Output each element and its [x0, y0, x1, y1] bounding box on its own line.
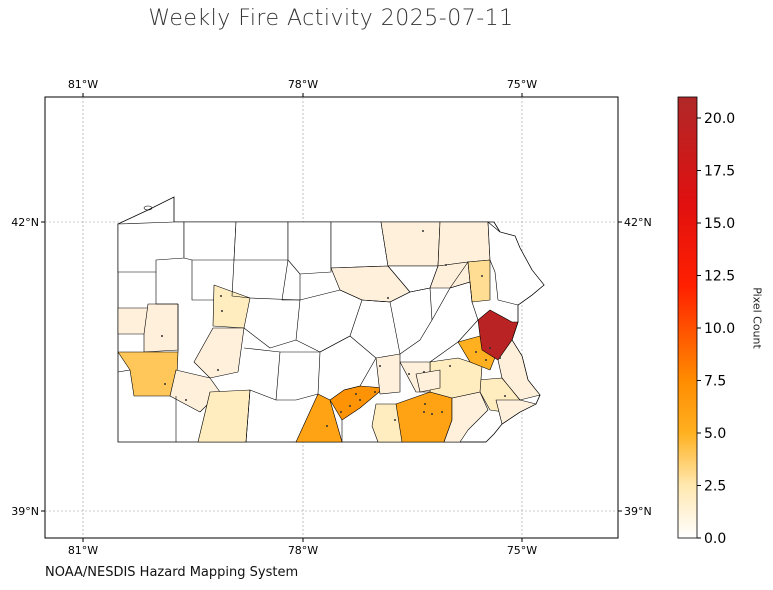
fire-detection-marker — [441, 411, 443, 413]
county-border — [389, 287, 433, 355]
source-credit: NOAA/NESDIS Hazard Mapping System — [45, 565, 299, 580]
colorbar-tick-label: 17.5 — [704, 164, 735, 180]
fire-detection-marker — [485, 359, 487, 361]
lat-tick-label-right: 39°N — [624, 505, 652, 518]
county-bucks — [497, 339, 541, 401]
fire-detection-marker — [355, 393, 357, 395]
county-potter — [287, 221, 332, 275]
lon-tick-label-bottom: 81°W — [68, 544, 98, 557]
lon-tick-label-bottom: 75°W — [507, 544, 537, 557]
map-title: Weekly Fire Activity 2025-07-11 — [148, 6, 514, 31]
colorbar-tick-label: 2.5 — [704, 479, 726, 495]
fire-detection-marker — [431, 413, 433, 415]
fire-detection-marker — [481, 275, 483, 277]
lon-tick-label-top: 81°W — [68, 78, 98, 91]
lat-tick-label-left: 39°N — [11, 505, 39, 518]
colorbar-tick-label: 0.0 — [704, 531, 726, 547]
colorbar-tick-label: 7.5 — [704, 374, 726, 390]
county-lackawanna — [467, 259, 491, 303]
county-border — [295, 289, 363, 353]
colorbar: 0.0 2.5 5.0 7.5 10.0 12.5 15.0 17.5 20.0 — [677, 96, 735, 547]
county-border — [231, 259, 251, 299]
fire-detection-marker — [387, 297, 389, 299]
fire-detection-marker — [423, 371, 425, 373]
lon-tick-label-top: 75°W — [507, 78, 537, 91]
colorbar-tick-label: 15.0 — [704, 216, 735, 232]
fire-detection-marker — [217, 369, 219, 371]
colorbar-tick-label: 5.0 — [704, 426, 726, 442]
county-border — [276, 351, 321, 401]
county-lebanon — [375, 353, 401, 395]
fire-detection-marker — [504, 395, 506, 397]
lon-tick-label-bottom: 78°W — [288, 544, 318, 557]
fire-detection-marker — [422, 230, 424, 232]
fire-detection-marker — [349, 405, 351, 407]
fire-detection-marker — [445, 264, 447, 266]
colorbar-tick-label: 12.5 — [704, 269, 735, 285]
county-mckean — [233, 221, 289, 261]
fire-detection-marker — [359, 399, 361, 401]
county-border — [319, 335, 377, 391]
fire-detection-marker — [374, 391, 376, 393]
colorbar-gradient — [677, 96, 698, 539]
pennsylvania-state — [117, 196, 545, 443]
lat-tick-label-left: 42°N — [11, 216, 39, 229]
county-border — [449, 261, 469, 289]
fire-detection-marker — [379, 365, 381, 367]
county-erie — [117, 221, 185, 273]
fire-detection-marker — [489, 347, 491, 349]
county-beaver — [117, 351, 179, 397]
fire-detection-marker — [340, 411, 342, 413]
county-montgomery — [495, 399, 537, 425]
county-dauphin — [415, 369, 441, 393]
fire-detection-marker — [326, 425, 328, 427]
fire-detection-marker — [423, 411, 425, 413]
county-border — [155, 272, 178, 305]
fire-detection-marker — [475, 351, 477, 353]
colorbar-tick-label: 10.0 — [704, 321, 735, 337]
county-warren — [183, 221, 237, 261]
colorbar-tick-label: 20.0 — [704, 111, 735, 127]
colorbar-label: Pixel Count — [750, 287, 764, 349]
lat-tick-label-right: 42°N — [624, 216, 652, 229]
county-tioga — [330, 221, 389, 269]
fire-detection-marker — [499, 357, 501, 359]
county-border — [191, 260, 214, 301]
county-border — [245, 389, 251, 443]
county-jefferson — [143, 303, 179, 353]
fire-detection-marker — [221, 310, 223, 312]
fire-detection-marker — [161, 335, 163, 337]
fire-detection-marker — [185, 399, 187, 401]
fire-detection-marker — [408, 373, 410, 375]
presque-isle — [143, 205, 153, 211]
fire-detection-marker — [449, 365, 451, 367]
county-susquehanna — [437, 221, 491, 267]
county-indiana — [193, 327, 245, 379]
tick-marks — [41, 93, 622, 542]
fire-detection-marker — [164, 383, 166, 385]
county-wayne — [487, 221, 545, 306]
county-border — [243, 347, 281, 401]
fire-detection-marker — [394, 419, 396, 421]
fire-detection-marker — [424, 403, 426, 405]
county-lawrence — [117, 307, 149, 335]
fire-detection-marker — [220, 295, 222, 297]
county-border — [281, 259, 301, 301]
county-border — [117, 369, 131, 373]
county-bradford — [380, 221, 441, 267]
lon-tick-label-top: 78°W — [288, 78, 318, 91]
